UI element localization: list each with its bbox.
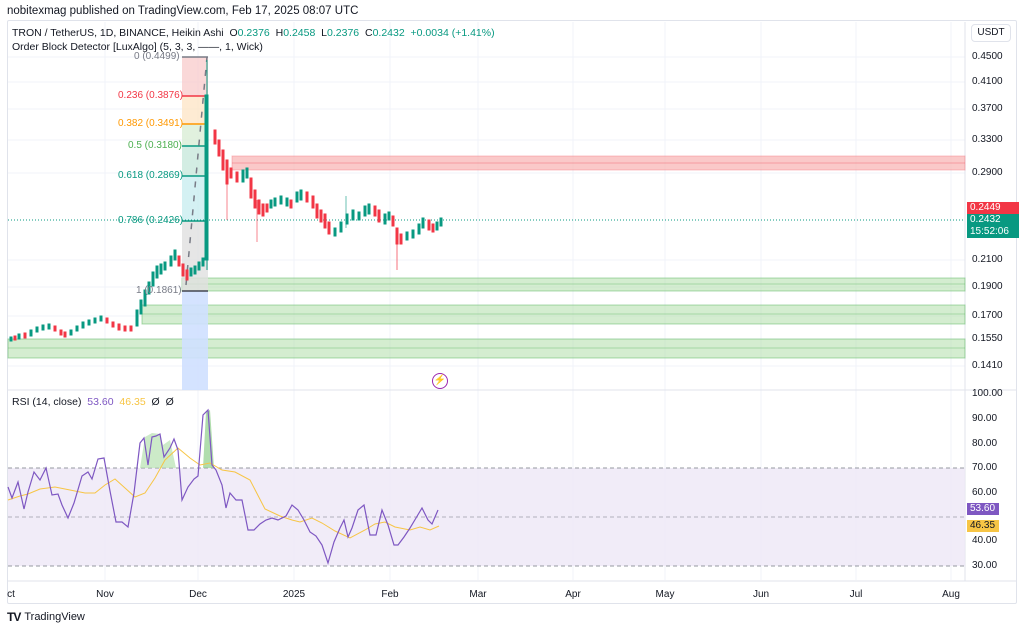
fib-label-0: 0 (0.4499) <box>134 51 180 62</box>
chart-frame <box>7 20 1017 604</box>
fib-label-05: 0.5 (0.3180) <box>128 140 182 151</box>
rsi-tick: 30.00 <box>972 560 998 571</box>
tradingview-logo[interactable]: TV TradingView <box>7 610 85 624</box>
rsi-label: RSI (14, close) <box>12 396 82 408</box>
fib-label-1: 1 (0.1861) <box>136 285 182 296</box>
rsi-tick: 90.00 <box>972 413 998 424</box>
open-value: 0.2376 <box>237 27 270 39</box>
brand-name: TradingView <box>24 611 85 623</box>
price-tick: 0.1410 <box>972 360 1003 371</box>
price-tick: 0.3300 <box>972 134 1003 145</box>
price-tick: 0.1700 <box>972 310 1003 321</box>
time-tick: Feb <box>381 589 399 600</box>
bearish-order-block <box>231 155 966 171</box>
close-value: 0.2432 <box>372 27 405 39</box>
price-tick: 0.4500 <box>972 51 1003 62</box>
lightning-icon[interactable]: ⚡ <box>432 373 448 389</box>
time-tick: Nov <box>96 589 114 600</box>
rsi-tick: 100.00 <box>972 388 1003 399</box>
fib-label-0618: 0.618 (0.2869) <box>118 170 184 181</box>
rsi-tick: 60.00 <box>972 487 998 498</box>
fib-label-0236: 0.236 (0.3876) <box>118 90 184 101</box>
low-value: 0.2376 <box>327 27 360 39</box>
time-tick: ct <box>7 589 15 600</box>
time-tick: Jul <box>849 589 863 600</box>
tradingview-mark-icon: TV <box>7 610 21 624</box>
order-block-legend[interactable]: Order Block Detector [LuxAlgo] (5, 3, 3,… <box>12 41 263 53</box>
rsi-ma-tag: 46.35 <box>967 520 999 532</box>
price-tick: 0.1550 <box>972 333 1003 344</box>
fib-label-0786: 0.786 (0.2426) <box>118 215 184 226</box>
time-tick: Aug <box>942 589 960 600</box>
candles <box>9 60 443 342</box>
high-value: 0.2458 <box>283 27 316 39</box>
last-price-tag: 0.2449 <box>967 202 1019 214</box>
current-price: 0.2432 <box>970 214 1001 225</box>
price-tick: 0.4100 <box>972 76 1003 87</box>
rsi-value-tag: 53.60 <box>967 503 999 515</box>
currency-button[interactable]: USDT <box>971 24 1011 42</box>
rsi-value: 53.60 <box>87 396 114 408</box>
price-tick: 0.2100 <box>972 254 1003 265</box>
time-tick: Apr <box>565 589 581 600</box>
time-tick: Dec <box>189 589 207 600</box>
rsi-pane <box>7 408 965 567</box>
price-tick: 0.3700 <box>972 103 1003 114</box>
symbol-legend[interactable]: TRON / TetherUS, 1D, BINANCE, Heikin Ash… <box>12 27 495 39</box>
time-tick: Mar <box>469 589 487 600</box>
change-value: +0.0034 (+1.41%) <box>410 27 495 39</box>
symbol-title: TRON / TetherUS, 1D, BINANCE, Heikin Ash… <box>12 27 224 39</box>
publish-line: nobitexmag published on TradingView.com,… <box>7 5 359 17</box>
time-tick: May <box>655 589 675 600</box>
price-tick: 0.1900 <box>972 281 1003 292</box>
rsi-tick: 70.00 <box>972 462 998 473</box>
rsi-tick: 40.00 <box>972 535 998 546</box>
time-tick: 2025 <box>282 589 306 600</box>
fib-label-0382: 0.382 (0.3491) <box>118 118 184 129</box>
rsi-ma-value: 46.35 <box>119 396 146 408</box>
current-price-tag: 0.2432 15:52:06 <box>967 214 1019 238</box>
rsi-legend[interactable]: RSI (14, close) 53.60 46.35 Ø Ø <box>12 396 174 408</box>
time-tick: Jun <box>752 589 770 600</box>
countdown: 15:52:06 <box>970 226 1009 237</box>
price-tick: 0.2900 <box>972 167 1003 178</box>
rsi-tick: 80.00 <box>972 438 998 449</box>
bullish-order-blocks <box>7 277 966 359</box>
